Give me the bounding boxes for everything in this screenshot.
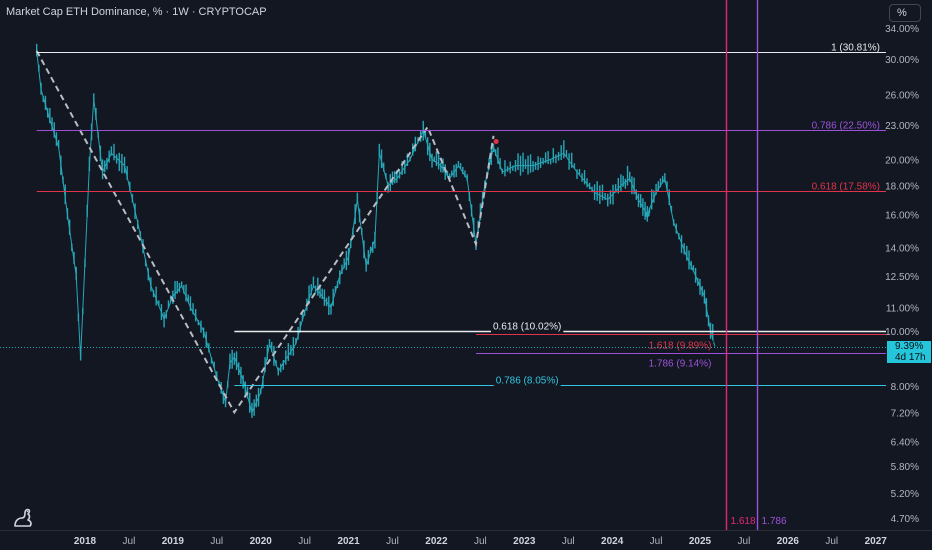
time-axis-tick-label: 2020 [250,536,273,547]
fib-level-label: 0.618 (17.58%) [812,182,880,193]
price-axis-tick-label: 34.00% [885,24,919,35]
price-axis-tick-label: 8.00% [891,382,919,393]
fib-label-background [493,375,561,387]
price-axis-tick-label: 7.20% [891,408,919,419]
time-axis-tick-label: 2024 [601,536,624,547]
price-axis-tick-label: 5.80% [891,462,919,473]
bar-countdown: 4d 17h [895,352,926,363]
time-axis-tick-label: Jul [825,536,838,547]
chart-marker [644,212,650,218]
tradingview-logo-icon[interactable] [11,506,35,530]
price-axis-tick-label: 12.50% [885,272,919,283]
fib-level-label: 0.786 (8.05%) [496,376,559,387]
time-axis-tick-label: 2026 [777,536,800,547]
percent-scale-button[interactable]: % [889,4,921,22]
price-axis-tick-label: 16.00% [885,211,919,222]
price-axis-tick-label: 11.00% [886,303,919,314]
chart-marker [493,138,499,144]
fib-time-label: 1.618 [731,516,756,527]
time-axis-tick-label: Jul [123,536,136,547]
time-axis-tick-label: Jul [386,536,399,547]
price-axis-tick-label: 20.00% [885,155,919,166]
time-axis-tick-label: Jul [562,536,575,547]
price-axis-tick-label: 26.00% [885,90,919,101]
fib-level-label: 1.786 (9.14%) [649,359,712,370]
time-axis-tick-label: 2027 [865,536,888,547]
time-axis-tick-label: Jul [650,536,663,547]
chart-title: Market Cap ETH Dominance, % · 1W · CRYPT… [6,6,267,18]
current-price-badge: 9.39% 4d 17h [887,341,931,363]
fib-level-label: 0.618 (10.02%) [493,322,561,333]
fib-label-background [490,321,564,333]
fib-level-label: 1 (30.81%) [831,43,880,54]
price-axis-tick-label: 23.00% [885,121,919,132]
time-axis-tick-label: Jul [474,536,487,547]
price-line [36,50,716,414]
time-axis-tick-label: Jul [738,536,751,547]
fib-level-label: 1.618 (9.89%) [649,341,712,352]
price-axis-tick-label: 18.00% [885,181,919,192]
price-axis-tick-label: 14.00% [885,244,919,255]
fib-label-background [646,358,714,370]
time-axis-tick-label: 2019 [162,536,185,547]
price-series [35,43,716,418]
price-axis-tick-label: 10.00% [885,327,919,338]
fib-time-label: 1.786 [762,516,787,527]
current-price-value: 9.39% [895,341,924,352]
price-axis-tick-label: 5.20% [891,489,919,500]
time-axis-tick-label: 2025 [689,536,712,547]
time-axis-tick-label: 2018 [74,536,97,547]
price-axis-tick-label: 30.00% [885,55,919,66]
time-axis-tick-label: 2023 [513,536,536,547]
time-axis-tick-label: Jul [298,536,311,547]
time-axis-tick-label: 2022 [425,536,448,547]
price-axis-tick-label: 6.40% [891,437,919,448]
time-axis-tick-label: Jul [210,536,223,547]
fib-level-label: 0.786 (22.50%) [812,121,880,132]
fib-label-background [646,340,714,352]
dashed-zigzag-line [35,50,495,415]
time-axis-tick-label: 2021 [337,536,360,547]
price-axis-tick-label: 4.70% [891,514,919,525]
